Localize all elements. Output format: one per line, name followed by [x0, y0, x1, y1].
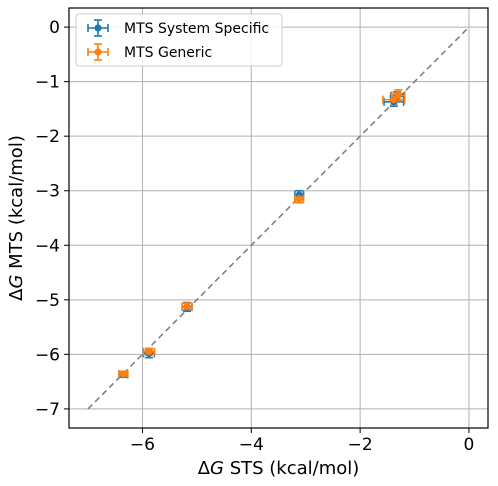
legend: MTS System Specific MTS Generic — [75, 13, 283, 67]
x-label-text: STS (kcal/mol) — [224, 458, 359, 479]
data-point — [295, 195, 303, 203]
x-axis-label: ΔG STS (kcal/mol) — [198, 458, 360, 479]
x-tick-label: −2 — [348, 435, 373, 455]
plot-frame — [68, 7, 489, 429]
data-point — [390, 96, 398, 104]
legend-label: MTS Generic — [124, 45, 212, 61]
y-tick-label: −6 — [35, 345, 60, 365]
y-tick-label: −7 — [35, 400, 60, 420]
y-tick-label: −3 — [35, 182, 60, 202]
x-tick-label: −4 — [239, 435, 264, 455]
y-tick-label: −1 — [35, 73, 60, 93]
y-tick-label: −2 — [35, 127, 60, 147]
data-point — [119, 370, 128, 378]
y-axis-label: ΔG MTS (kcal/mol) — [6, 135, 27, 301]
legend-label: MTS System Specific — [124, 21, 269, 37]
label-delta: Δ — [198, 458, 211, 479]
label-g: G — [6, 275, 27, 289]
y-label-text: MTS (kcal/mol) — [6, 135, 27, 274]
label-g: G — [210, 458, 224, 479]
y-tick-label: −5 — [35, 291, 60, 311]
y-tick-label: −4 — [35, 236, 60, 256]
data-point — [183, 302, 191, 310]
x-tick-label: −6 — [130, 435, 155, 455]
ticks: −6 −4 −2 0 0 −1 −2 −3 −4 −5 −6 −7 — [35, 18, 474, 455]
data-point — [145, 348, 153, 356]
markers — [119, 91, 402, 379]
legend-marker — [94, 48, 102, 56]
legend-marker — [94, 24, 102, 32]
x-tick-label: 0 — [464, 435, 475, 455]
data-point — [394, 91, 402, 99]
legend-box — [75, 13, 283, 67]
y-tick-label: 0 — [49, 18, 60, 38]
label-delta: Δ — [6, 288, 27, 301]
